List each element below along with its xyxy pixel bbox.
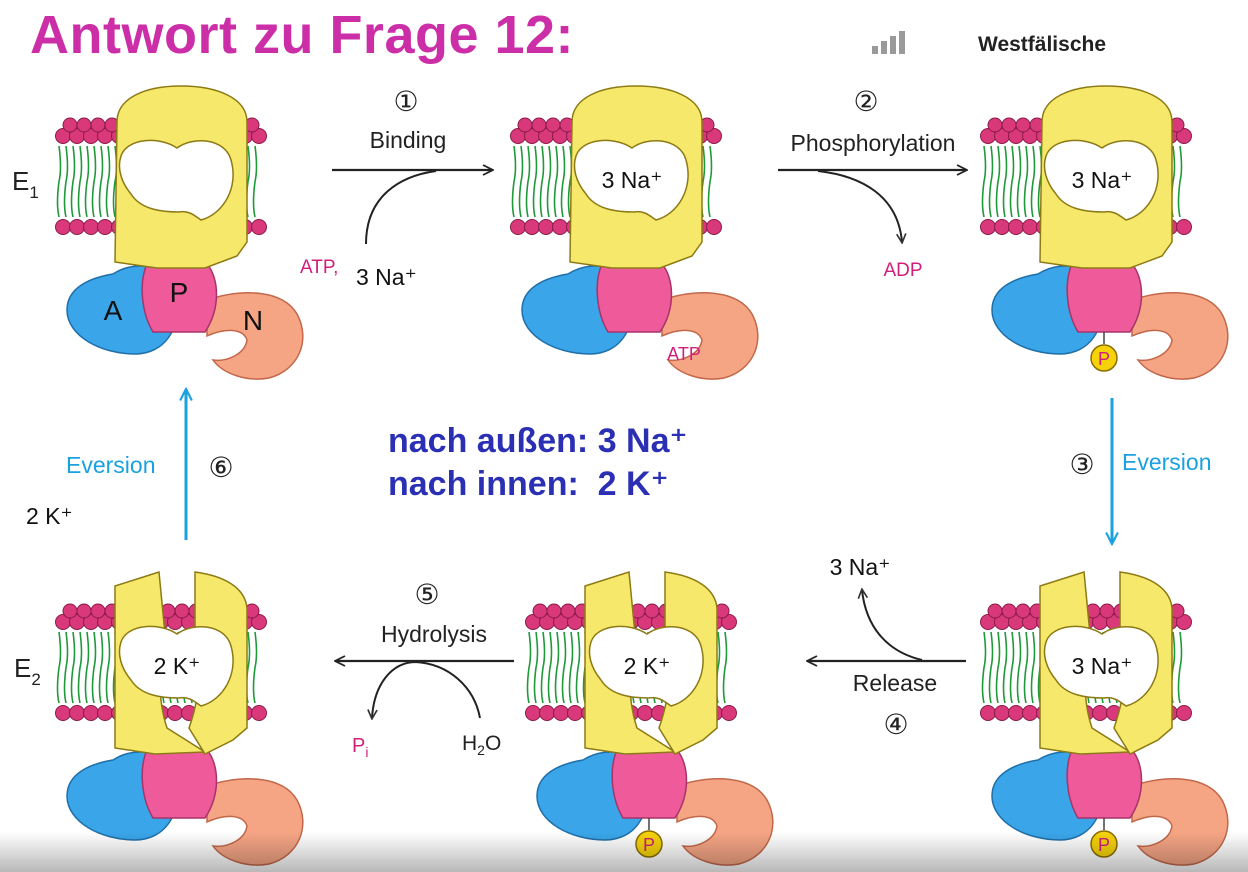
net-transport-summary: nach außen: 3 Na⁺ nach innen: 2 K⁺ xyxy=(388,420,687,506)
phosphate-icon xyxy=(635,830,663,858)
ion-binding-cavity xyxy=(118,139,234,221)
step-number: ⑥ xyxy=(208,452,233,483)
phosphate-label: P xyxy=(1098,835,1110,855)
step-number: ① xyxy=(393,86,418,117)
phosphate-icon xyxy=(1090,830,1118,858)
step-binding: ① Binding ATP, 3 Na⁺ xyxy=(300,86,492,290)
signal-bars-icon xyxy=(872,31,905,54)
sodium-released-label: 3 Na⁺ xyxy=(830,554,891,580)
step-label: Eversion xyxy=(66,452,155,478)
phosphate-released-label: Pi xyxy=(352,735,368,760)
phosphate-icon xyxy=(1090,344,1118,372)
water-input-label: H2O xyxy=(462,732,501,758)
n-domain xyxy=(206,292,304,380)
p-domain xyxy=(1066,263,1143,333)
p-domain xyxy=(596,263,673,333)
n-domain xyxy=(676,778,774,866)
ion-binding-cavity xyxy=(1043,625,1159,707)
step-label: Eversion xyxy=(1122,449,1211,475)
ion-binding-cavity xyxy=(118,625,234,707)
pump-state-4: P 3 Na⁺ xyxy=(980,571,1229,866)
adp-output-label: ADP xyxy=(883,260,922,281)
cavity-ion-label: 3 Na⁺ xyxy=(602,167,663,193)
step-hydrolysis: ⑤ Hydrolysis Pi H2O xyxy=(336,579,514,760)
page-title: Antwort zu Frage 12: xyxy=(30,5,575,65)
summary-inward: nach innen: 2 K⁺ xyxy=(388,465,669,503)
step-release: 3 Na⁺ Release ④ xyxy=(808,554,966,740)
pump-state-1: APN xyxy=(55,85,304,380)
n-domain-label: N xyxy=(243,305,263,336)
atp-input-label: ATP, xyxy=(300,257,338,278)
phosphate-label: P xyxy=(1098,349,1110,369)
cavity-ion-label: 2 K⁺ xyxy=(624,653,671,679)
step-number: ⑤ xyxy=(414,579,439,610)
cytoplasmic-domains xyxy=(521,263,759,380)
cytoplasmic-domains: APN xyxy=(66,263,304,380)
step-eversion-in: Eversion ⑥ 2 K⁺ xyxy=(26,390,234,540)
state-e1-label: E1 xyxy=(12,166,39,202)
cytoplasmic-domains xyxy=(536,749,774,866)
p-domain xyxy=(141,263,218,333)
step-label: Release xyxy=(853,670,937,696)
step-label: Hydrolysis xyxy=(381,621,487,647)
cavity-ion-label: 3 Na⁺ xyxy=(1072,167,1133,193)
step-phosphorylation: ② Phosphorylation ADP xyxy=(778,86,966,281)
pump-state-3: P 3 Na⁺ xyxy=(980,85,1229,380)
p-domain xyxy=(1066,749,1143,819)
n-domain xyxy=(661,292,759,380)
ion-binding-cavity xyxy=(588,625,704,707)
cavity-ion-label: 3 Na⁺ xyxy=(1072,653,1133,679)
phosphate-label: P xyxy=(643,835,655,855)
step-eversion-out: ③ Eversion xyxy=(1069,398,1211,543)
cytoplasmic-domains xyxy=(991,263,1229,380)
step-number: ③ xyxy=(1069,449,1094,480)
step-number: ② xyxy=(853,86,878,117)
pump-state-6: 2 K⁺ xyxy=(55,571,304,866)
n-domain xyxy=(206,778,304,866)
brand-name: Westfälische xyxy=(978,33,1106,56)
pump-state-5: P 2 K⁺ xyxy=(525,571,774,866)
n-domain xyxy=(1131,778,1229,866)
a-domain-label: A xyxy=(104,295,123,326)
cytoplasmic-domains xyxy=(66,749,304,866)
cavity-ion-label: 2 K⁺ xyxy=(154,653,201,679)
step-label: Binding xyxy=(370,127,447,153)
state-e2-label: E2 xyxy=(14,653,41,689)
step-label: Phosphorylation xyxy=(791,130,956,156)
potassium-input-label: 2 K⁺ xyxy=(26,503,73,529)
p-domain xyxy=(141,749,218,819)
sodium-input-label: 3 Na⁺ xyxy=(356,264,417,290)
p-domain-label: P xyxy=(170,277,189,308)
step-number: ④ xyxy=(883,709,908,740)
bound-atp-label: ATP xyxy=(667,344,701,364)
ion-binding-cavity xyxy=(1043,139,1159,221)
summary-outward: nach außen: 3 Na⁺ xyxy=(388,422,688,460)
n-domain xyxy=(1131,292,1229,380)
ion-binding-cavity xyxy=(573,139,689,221)
cytoplasmic-domains xyxy=(991,749,1229,866)
pump-state-2: ATP 3 Na⁺ xyxy=(510,85,759,380)
p-domain xyxy=(611,749,688,819)
